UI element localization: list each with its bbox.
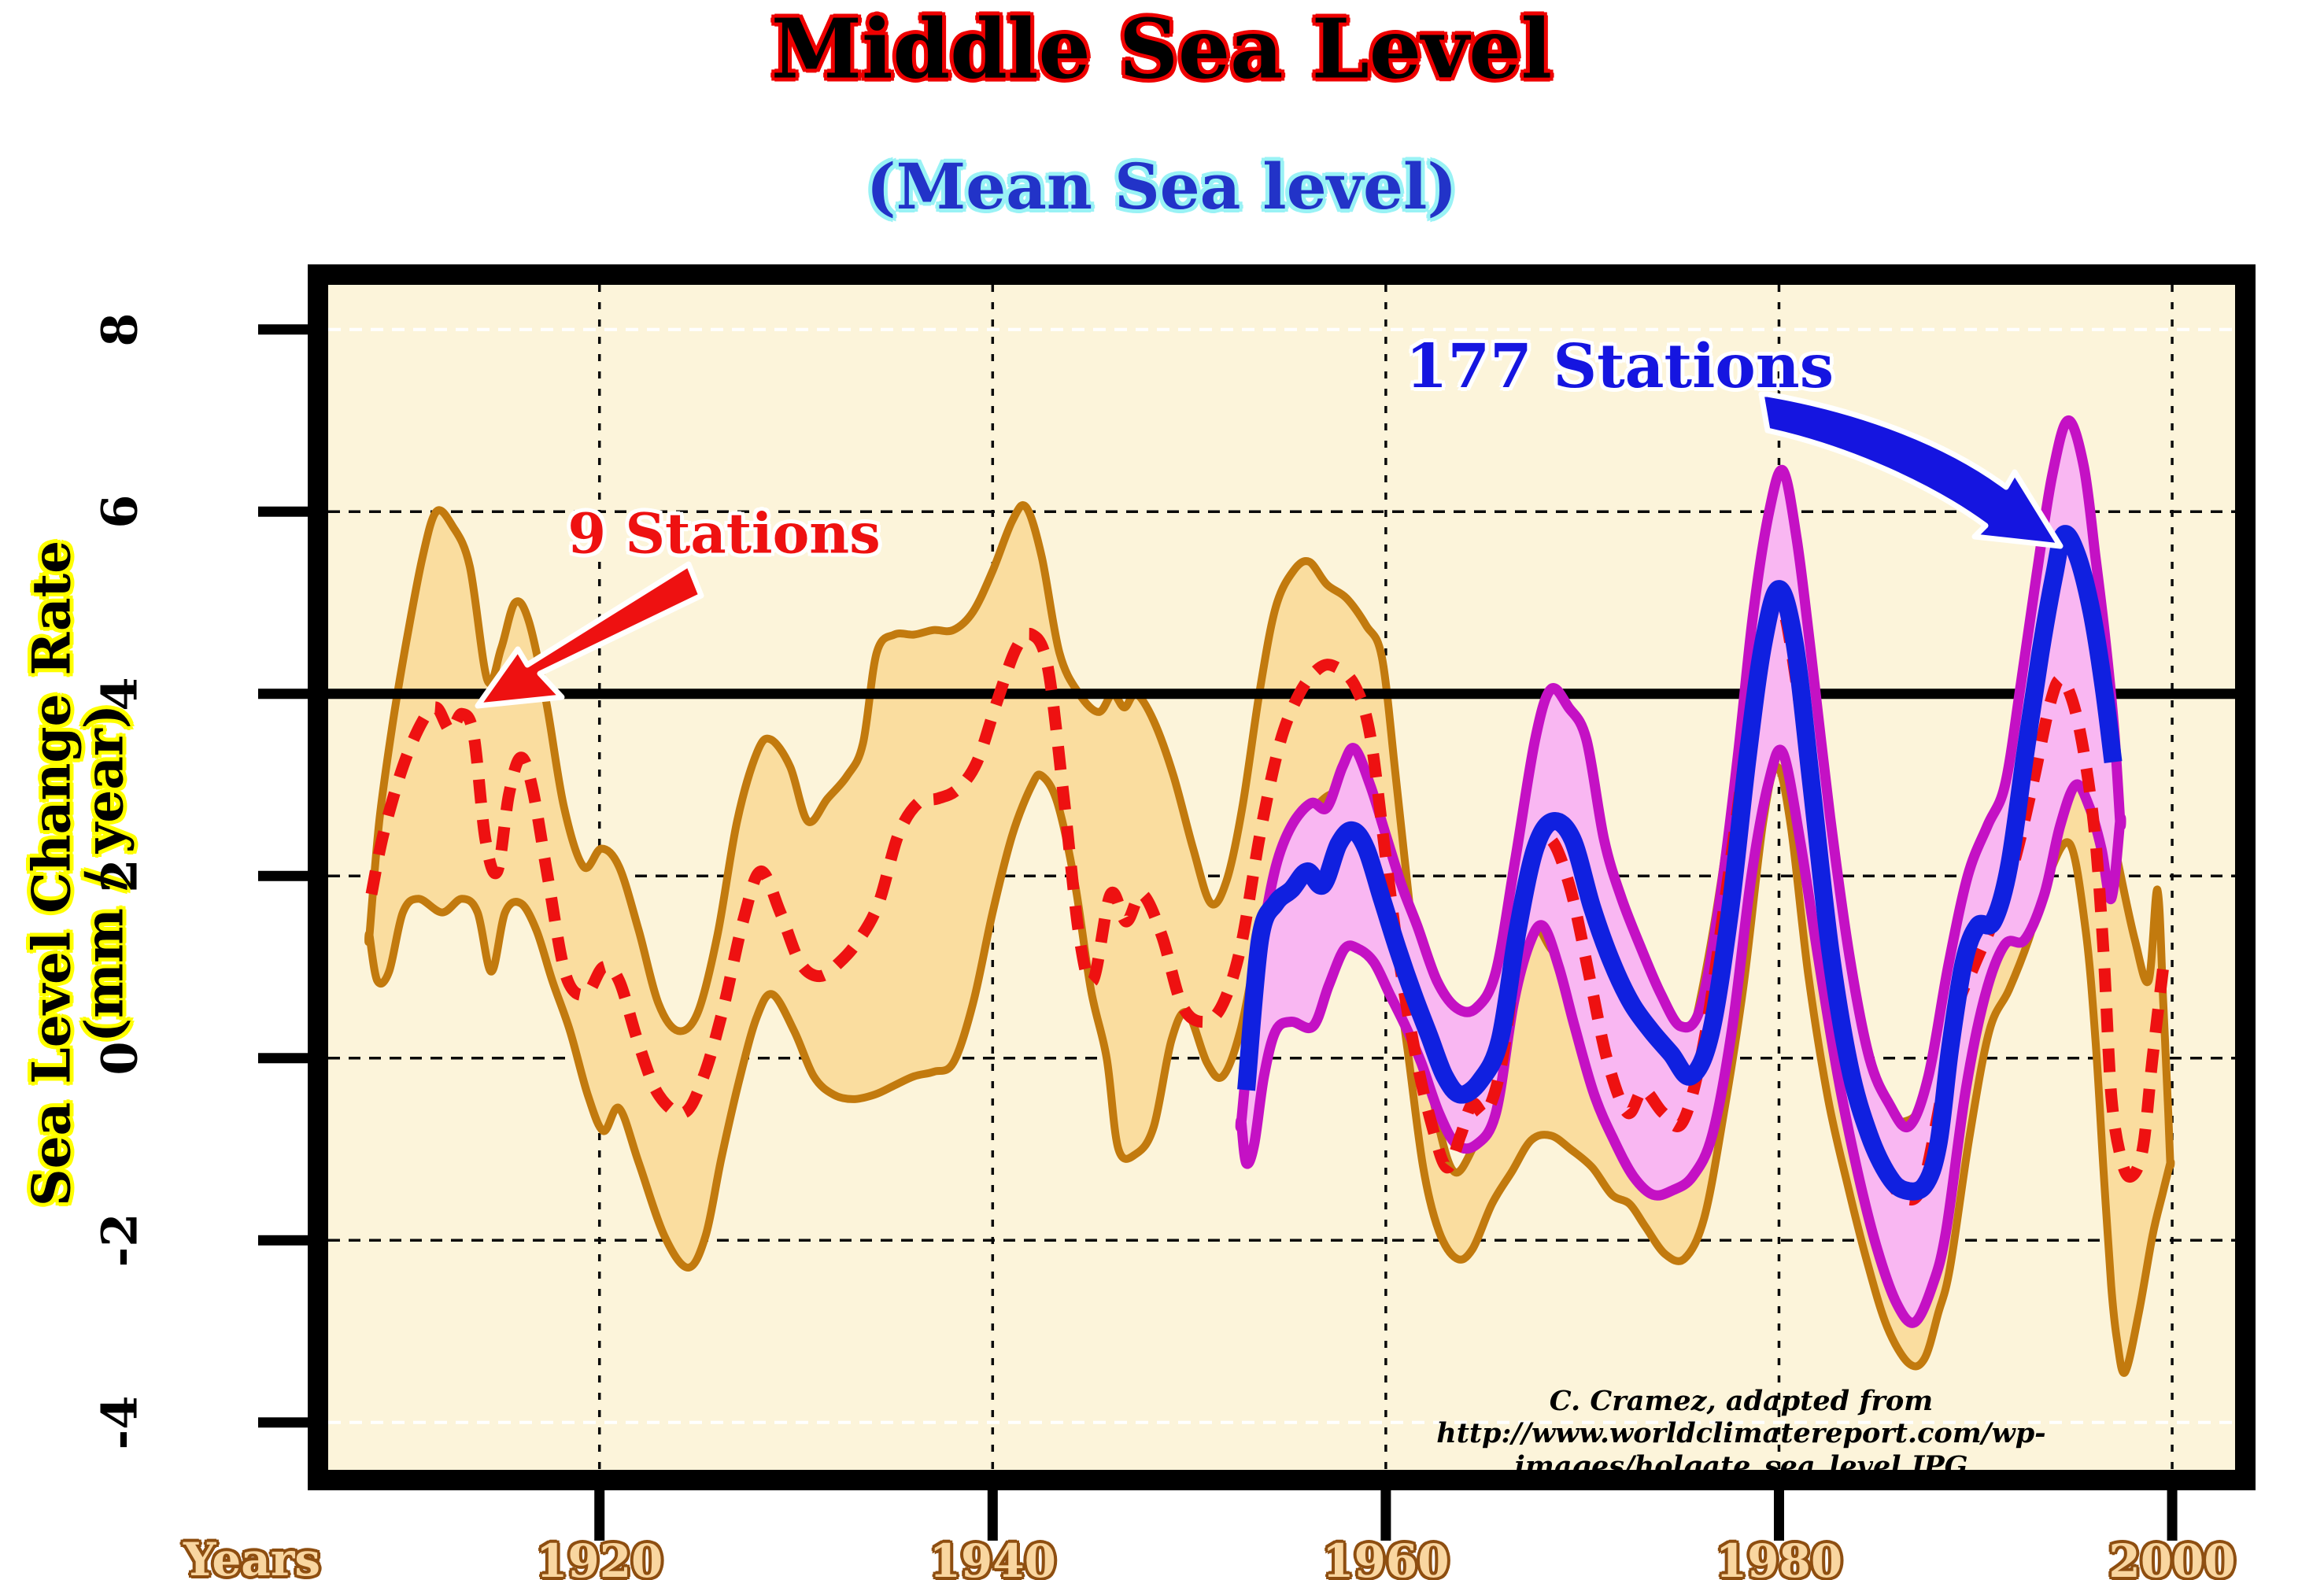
line-9-stations-mean — [365, 595, 2171, 1206]
x-axis-title: Years — [183, 1533, 321, 1580]
chart-subtitle: (Mean Sea level) — [866, 150, 1458, 223]
x-tick-mark-1980 — [1773, 1480, 1784, 1541]
attribution: C. Cramez, adapted from http://www.world… — [1251, 1385, 2231, 1482]
y-tick-mark-2 — [258, 870, 318, 881]
x-tick-label-1980: 1980 — [1715, 1534, 1843, 1580]
y-tick-mark-8 — [258, 324, 318, 335]
y-tick-mark-0 — [258, 1053, 318, 1064]
chart-title: Middle Sea Level — [770, 0, 1553, 98]
annotation-arrow-9-stations — [475, 561, 704, 709]
y-tick-label-4: 4 — [91, 677, 149, 711]
x-tick-label-2000: 2000 — [2108, 1534, 2236, 1580]
line-177-stations-mean — [1237, 525, 2123, 1201]
y-tick-mark-6 — [258, 506, 318, 517]
x-tick-mark-1920 — [594, 1480, 605, 1541]
y-tick-label--4: -4 — [91, 1395, 149, 1450]
y-tick-label-0: 0 — [91, 1041, 149, 1076]
y-tick-mark-4 — [258, 688, 318, 700]
y-axis-label-line1: Sea Level Change Rate — [20, 540, 83, 1207]
x-tick-mark-2000 — [2167, 1480, 2178, 1541]
y-tick-mark--4 — [258, 1417, 318, 1428]
annotation-9-stations-label: 9 Stations — [567, 500, 881, 567]
x-tick-mark-1940 — [987, 1480, 998, 1541]
annotation-177-stations-label: 177 Stations — [1405, 331, 1834, 402]
y-tick-label--2: -2 — [91, 1213, 149, 1268]
attribution-line-1: C. Cramez, adapted from — [1549, 1385, 1934, 1417]
y-tick-label-6: 6 — [91, 494, 149, 529]
x-tick-mark-1960 — [1380, 1480, 1391, 1541]
attribution-line-2: http://www.worldclimatereport.com/wp-ima… — [1436, 1417, 2046, 1482]
annotation-arrow-177-stations — [1758, 391, 2064, 549]
y-tick-mark--2 — [258, 1235, 318, 1246]
y-tick-label-2: 2 — [91, 858, 149, 893]
x-tick-label-1940: 1940 — [929, 1534, 1057, 1580]
x-tick-label-1960: 1960 — [1322, 1534, 1450, 1580]
x-tick-label-1920: 1920 — [535, 1534, 663, 1580]
y-tick-label-8: 8 — [91, 312, 149, 347]
